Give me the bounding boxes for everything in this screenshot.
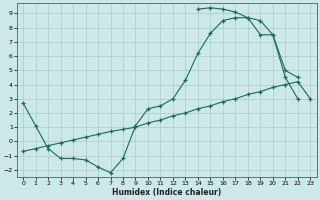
X-axis label: Humidex (Indice chaleur): Humidex (Indice chaleur) xyxy=(112,188,221,197)
